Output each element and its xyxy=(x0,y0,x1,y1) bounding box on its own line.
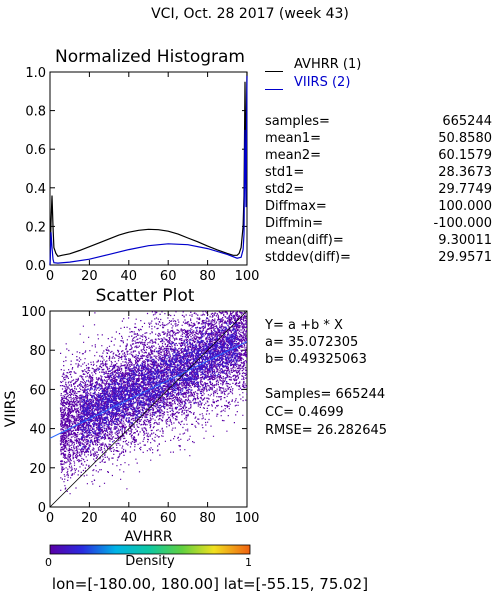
regression-cc: CC= 0.4699 xyxy=(265,405,344,420)
stat-value: 50.8580 xyxy=(438,131,492,146)
histogram-y-tick-label: 0.8 xyxy=(25,105,46,120)
legend-label-viirs: VIIRS (2) xyxy=(294,75,351,90)
scatter-x-tick-label: 20 xyxy=(81,511,98,526)
stat-label: mean2= xyxy=(265,148,322,163)
lon-lat-range: lon=[-180.00, 180.00] lat=[-55.15, 75.02… xyxy=(51,575,369,593)
scatter-frame xyxy=(49,310,248,508)
regression-a: a= 35.072305 xyxy=(265,335,359,350)
histogram-y-tick-label: 1.0 xyxy=(25,66,46,81)
colorbar-max-label: 1 xyxy=(245,556,252,569)
scatter-x-tick-label: 40 xyxy=(121,511,138,526)
scatter-title: Scatter Plot xyxy=(95,286,195,306)
legend-line-viirs xyxy=(265,89,283,90)
histogram-y-tick-label: 0.6 xyxy=(25,143,46,158)
scatter-one-to-one-line xyxy=(49,310,248,508)
regression-samples: Samples= 665244 xyxy=(265,387,386,402)
colorbar xyxy=(49,544,251,555)
regression-b: b= 0.49325063 xyxy=(265,352,367,367)
scatter-density-dots xyxy=(59,311,247,495)
scatter-points xyxy=(59,311,247,495)
scatter-density-dots-dense xyxy=(79,316,239,452)
histogram-frame xyxy=(49,71,248,266)
scatter-y-axis-label: VIIRS xyxy=(3,391,19,428)
scatter-plot: 0 20 40 60 80 100 0 20 40 60 80 100 AVHRR VIIRS xyxy=(3,305,259,545)
histogram-x-tick-label: 100 xyxy=(235,269,260,284)
histogram-x-tick-label: 20 xyxy=(81,269,98,284)
scatter-y-tick-label: 60 xyxy=(29,383,46,398)
stat-value: 28.3673 xyxy=(438,165,492,180)
stat-value: -100.000 xyxy=(433,216,492,231)
regression-equation: Y= a +b * X xyxy=(265,318,343,333)
colorbar-title: Density xyxy=(125,554,175,569)
stat-label: Diffmin= xyxy=(265,216,323,231)
scatter-x-tick-label: 80 xyxy=(199,511,216,526)
histogram-x-tick-label: 40 xyxy=(121,269,138,284)
histogram-plot: 0 20 40 60 80 100 0.0 0.2 0.4 0.6 0.8 1.0 xyxy=(25,66,259,284)
stat-label: std2= xyxy=(265,182,305,197)
scatter-y-tick-label: 100 xyxy=(21,305,46,320)
histogram-y-tick-label: 0.0 xyxy=(25,259,46,274)
histogram-series-line xyxy=(49,71,248,266)
histogram-x-tick-label: 0 xyxy=(46,269,54,284)
histogram-x-tick-label: 60 xyxy=(160,269,177,284)
stat-label: mean(diff)= xyxy=(265,233,344,248)
stat-value: 9.30011 xyxy=(438,233,492,248)
scatter-y-tick-label: 80 xyxy=(29,344,46,359)
scatter-y-tick-label: 40 xyxy=(29,423,46,438)
stat-value: 100.000 xyxy=(438,199,492,214)
histogram-y-tick-label: 0.2 xyxy=(25,220,46,235)
stat-value: 665244 xyxy=(442,114,492,129)
stat-value: 29.7749 xyxy=(438,182,492,197)
histogram-title: Normalized Histogram xyxy=(55,47,245,67)
scatter-x-axis-label: AVHRR xyxy=(124,529,173,545)
histogram-x-tick-label: 80 xyxy=(199,269,216,284)
stat-label: mean1= xyxy=(265,131,322,146)
stat-label: Diffmax= xyxy=(265,199,327,214)
scatter-x-tick-label: 100 xyxy=(235,511,260,526)
page-title: VCI, Oct. 28 2017 (week 43) xyxy=(151,6,349,22)
histogram-y-tick-label: 0.4 xyxy=(25,182,46,197)
legend-line-avhrr xyxy=(265,71,283,72)
scatter-regression-line xyxy=(49,341,248,439)
stat-value: 60.1579 xyxy=(438,148,492,163)
scatter-x-tick-label: 0 xyxy=(46,511,54,526)
stat-label: samples= xyxy=(265,114,330,129)
scatter-x-tick-label: 60 xyxy=(160,511,177,526)
histogram-series-line xyxy=(49,75,248,266)
stat-value: 29.9571 xyxy=(438,250,492,265)
legend-label-avhrr: AVHRR (1) xyxy=(294,57,362,72)
regression-rmse: RMSE= 26.282645 xyxy=(265,423,388,438)
stat-label: stddev(diff)= xyxy=(265,250,351,265)
scatter-y-tick-label: 0 xyxy=(38,501,46,516)
stat-label: std1= xyxy=(265,165,305,180)
scatter-y-tick-label: 20 xyxy=(29,462,46,477)
colorbar-min-label: 0 xyxy=(45,556,52,569)
